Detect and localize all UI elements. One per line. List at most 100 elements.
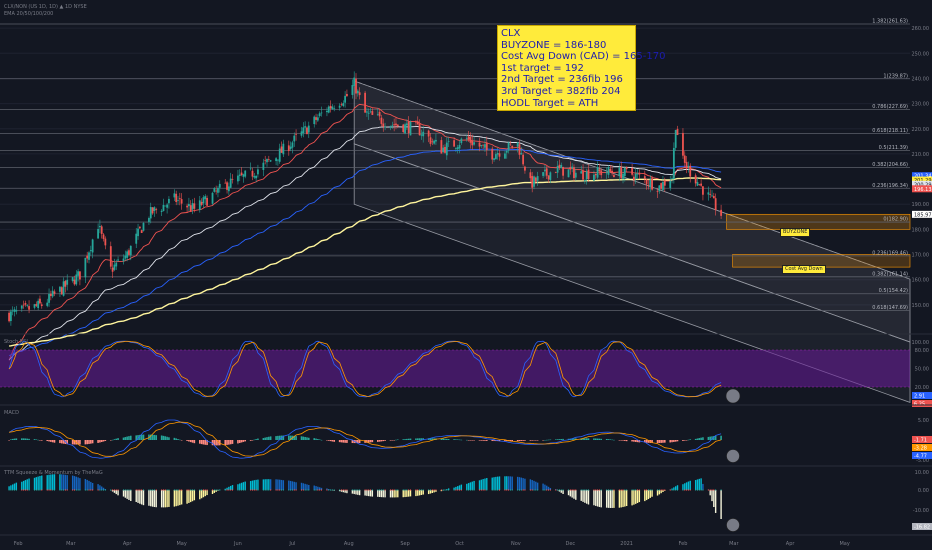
squeeze-bar — [562, 490, 564, 495]
candle-body — [66, 279, 69, 285]
macd-hist-bar — [109, 440, 112, 441]
squeeze-dot — [188, 489, 190, 491]
candle-body — [175, 193, 178, 203]
candle-body — [257, 169, 259, 175]
candle-body — [140, 230, 143, 233]
note-line: HODL Target = ATH — [501, 97, 599, 109]
squeeze-dot — [662, 489, 664, 491]
pane-tick-label: 10.00 — [915, 470, 929, 476]
pane-badge-bg — [912, 444, 932, 451]
macd-hist-bar — [700, 437, 702, 440]
macd-hist-bar — [342, 440, 345, 443]
candle-body — [49, 293, 52, 296]
squeeze-dot — [242, 489, 244, 491]
squeeze-dot — [64, 489, 66, 491]
candle-body — [380, 117, 383, 124]
squeeze-dot — [128, 489, 130, 491]
macd-hist-bar — [600, 438, 603, 440]
candle-body — [89, 250, 92, 252]
squeeze-dot — [606, 489, 608, 491]
macd-hist-bar — [707, 436, 710, 440]
squeeze-dot — [97, 489, 99, 491]
candle-body — [8, 312, 10, 322]
squeeze-bar — [496, 476, 499, 490]
macd-hist-bar — [645, 440, 648, 443]
candle-body — [289, 146, 292, 150]
macd-signal-line — [9, 421, 722, 457]
squeeze-dot — [499, 489, 501, 491]
squeeze-dot — [175, 489, 177, 491]
macd-hist-bar — [240, 440, 243, 443]
macd-hist-bar — [651, 440, 653, 443]
squeeze-bar — [12, 484, 14, 490]
candle-body — [587, 169, 590, 180]
squeeze-bar — [395, 490, 397, 498]
macd-hist-bar — [455, 439, 457, 440]
squeeze-dot — [75, 489, 77, 491]
squeeze-bar — [262, 479, 265, 490]
squeeze-bar — [97, 484, 99, 490]
candle-body — [494, 154, 497, 160]
squeeze-dot — [123, 489, 125, 491]
macd-hist-bar — [611, 439, 613, 441]
squeeze-dot — [117, 489, 119, 491]
squeeze-dot — [448, 489, 450, 491]
fib-label: 0.382(161.14) — [872, 271, 908, 277]
macd-hist-bar — [416, 438, 419, 440]
squeeze-dot — [429, 489, 431, 491]
macd-hist-bar — [658, 440, 661, 443]
candle-body — [149, 206, 152, 219]
candle-body — [166, 204, 169, 208]
macd-hist-bar — [317, 439, 319, 440]
macd-hist-bar — [137, 435, 139, 440]
macd-hist-bar — [585, 438, 588, 440]
squeeze-bar — [453, 487, 455, 490]
squeeze-dot — [255, 489, 257, 491]
squeeze-bar — [380, 490, 383, 498]
candle-body — [200, 201, 203, 205]
squeeze-bar — [638, 490, 641, 503]
squeeze-bar — [140, 490, 143, 505]
candle-body — [11, 310, 14, 312]
candle-body — [229, 178, 232, 188]
candle-body — [431, 141, 434, 143]
price-badge: 185.97 — [912, 210, 932, 218]
candles — [8, 71, 722, 326]
squeeze-dot — [486, 489, 488, 491]
squeeze-dot — [115, 489, 117, 491]
candle-body — [620, 166, 623, 179]
macd-hist-bar — [625, 440, 628, 442]
squeeze-dot — [279, 489, 281, 491]
squeeze-dot — [230, 489, 232, 491]
candle-body — [191, 203, 194, 210]
trade-plan-note: CLX BUYZONE = 186-180 Cost Avg Down (CAD… — [497, 25, 665, 111]
macd-hist-bar — [73, 440, 76, 445]
squeeze-bar — [509, 476, 512, 490]
macd-hist-bar — [469, 440, 472, 441]
macd-hist-bar — [35, 439, 38, 440]
macd-hist-bar — [555, 439, 557, 440]
candle-body — [402, 124, 405, 132]
macd-hist-bar — [153, 434, 156, 440]
squeeze-bar — [620, 490, 622, 508]
macd-hist-bar — [482, 440, 484, 441]
macd-hist-bar — [48, 440, 50, 442]
squeeze-dot — [557, 489, 559, 491]
candle-body — [202, 197, 205, 204]
macd-hist-bar — [407, 438, 410, 440]
candle-body — [689, 165, 692, 177]
macd-hist-bar — [126, 436, 128, 440]
macd-hist-bar — [20, 438, 23, 440]
fib-label: 1(239.87) — [883, 73, 908, 79]
time-tick-label: Aug — [344, 541, 354, 547]
pane-tick-label: 20.00 — [915, 385, 929, 391]
time-tick-label: Apr — [786, 541, 796, 547]
macd-hist-bar — [189, 440, 192, 443]
candle-body — [447, 141, 450, 142]
squeeze-dot — [293, 489, 295, 491]
candle-body — [253, 176, 256, 178]
squeeze-bar — [239, 483, 241, 490]
candle-body — [594, 173, 597, 176]
squeeze-dot — [382, 489, 384, 491]
candle-body — [102, 234, 105, 239]
